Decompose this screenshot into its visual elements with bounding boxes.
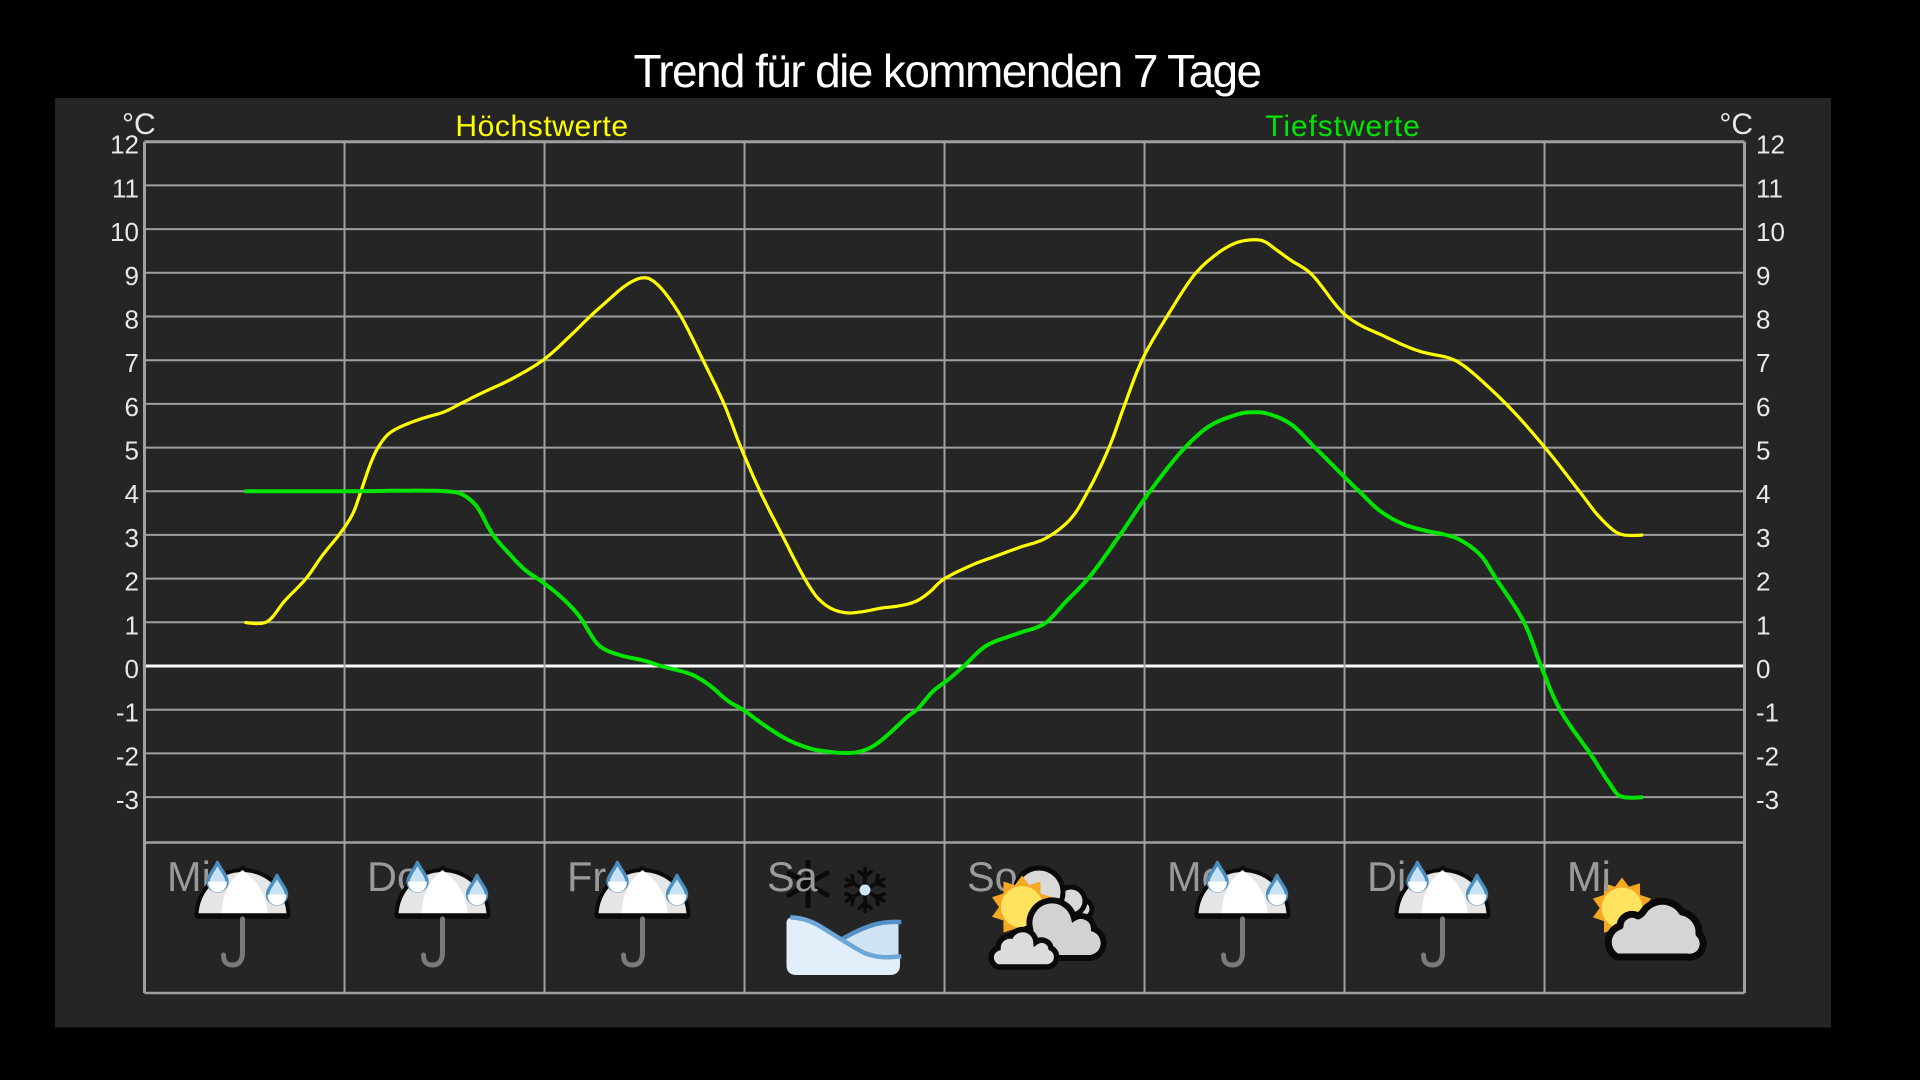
svg-text:12: 12: [1756, 130, 1785, 160]
svg-text:Fr: Fr: [567, 853, 606, 900]
svg-text:Höchstwerte: Höchstwerte: [455, 110, 628, 143]
svg-text:9: 9: [1756, 261, 1770, 291]
svg-text:5: 5: [125, 436, 139, 466]
svg-text:4: 4: [125, 479, 139, 509]
svg-text:9: 9: [125, 261, 139, 291]
svg-text:-2: -2: [116, 741, 139, 771]
svg-text:3: 3: [125, 523, 139, 553]
svg-text:10: 10: [110, 217, 139, 247]
svg-text:12: 12: [110, 130, 139, 160]
svg-text:3: 3: [1756, 523, 1770, 553]
svg-text:0: 0: [125, 654, 139, 684]
svg-text:-1: -1: [1756, 698, 1779, 728]
svg-text:Tiefstwerte: Tiefstwerte: [1265, 110, 1421, 143]
svg-text:Trend für die kommenden 7 Tage: Trend für die kommenden 7 Tage: [633, 45, 1260, 97]
svg-text:Mi: Mi: [1567, 853, 1611, 900]
svg-text:1: 1: [125, 610, 139, 640]
svg-text:7: 7: [125, 348, 139, 378]
svg-text:5: 5: [1756, 436, 1770, 466]
svg-text:°C: °C: [122, 108, 156, 141]
svg-text:6: 6: [125, 392, 139, 422]
svg-text:-2: -2: [1756, 741, 1779, 771]
svg-text:4: 4: [1756, 479, 1770, 509]
svg-text:Mi: Mi: [1567, 853, 1611, 900]
svg-text:Sa: Sa: [767, 853, 819, 900]
svg-text:8: 8: [1756, 305, 1770, 335]
svg-text:11: 11: [1756, 173, 1783, 203]
svg-text:6: 6: [1756, 392, 1770, 422]
svg-text:Di: Di: [1367, 853, 1406, 900]
svg-text:10: 10: [1756, 217, 1785, 247]
svg-text:2: 2: [125, 567, 139, 597]
svg-text:°C: °C: [1719, 108, 1753, 141]
svg-text:-3: -3: [116, 785, 139, 815]
svg-text:7: 7: [1756, 348, 1770, 378]
svg-text:11: 11: [112, 173, 139, 203]
svg-text:-1: -1: [116, 698, 139, 728]
svg-text:1: 1: [1756, 610, 1770, 640]
svg-text:8: 8: [125, 305, 139, 335]
svg-text:0: 0: [1756, 654, 1770, 684]
svg-text:2: 2: [1756, 567, 1770, 597]
svg-text:-3: -3: [1756, 785, 1779, 815]
